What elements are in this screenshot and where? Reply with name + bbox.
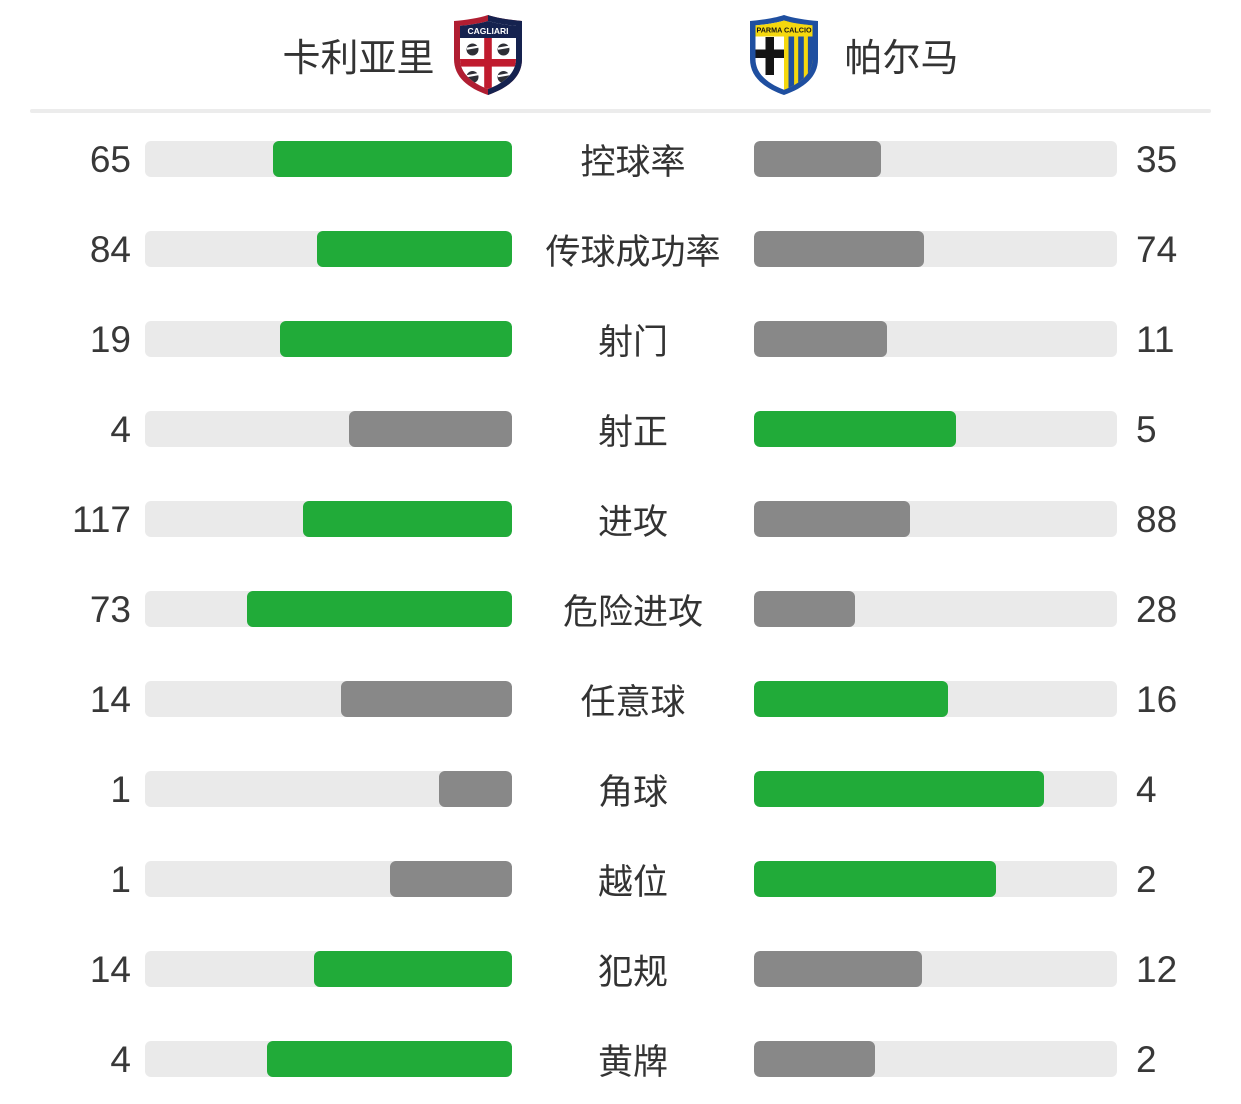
home-bar-track <box>145 501 512 537</box>
away-bar-track <box>754 1041 1117 1077</box>
stat-row: 73 危险进攻 28 <box>0 564 1241 654</box>
stat-row: 1 角球 4 <box>0 744 1241 834</box>
home-value: 73 <box>89 588 131 630</box>
away-bar-track <box>754 591 1117 627</box>
stat-label: 射正 <box>597 412 668 452</box>
home-value: 14 <box>89 948 131 990</box>
home-bar-fill <box>302 501 512 537</box>
away-team-name: 帕尔马 <box>844 38 959 80</box>
away-bar-fill <box>754 411 956 447</box>
stat-row: 1 越位 2 <box>0 834 1241 924</box>
away-bar-track <box>754 861 1117 897</box>
home-bar-fill <box>348 411 512 447</box>
home-bar-track <box>145 411 512 447</box>
away-bar-track <box>754 771 1117 807</box>
stat-label: 越位 <box>597 862 668 902</box>
home-bar-track <box>145 771 512 807</box>
away-bar-fill <box>754 591 855 627</box>
home-value: 19 <box>89 318 131 360</box>
away-bar-track <box>754 951 1117 987</box>
home-bar-track <box>145 1041 512 1077</box>
home-value: 1 <box>110 768 131 810</box>
home-bar-track <box>145 681 512 717</box>
header-divider <box>30 109 1211 113</box>
parma-crest-icon: PARMA CALCIO <box>749 14 818 95</box>
away-value: 12 <box>1136 948 1178 990</box>
home-bar-fill <box>340 681 512 717</box>
home-value: 117 <box>72 498 131 540</box>
away-bar-track <box>754 141 1117 177</box>
home-bar-track <box>145 951 512 987</box>
stat-label: 任意球 <box>580 682 686 722</box>
team-away: PARMA CALCIO 帕尔马 <box>747 13 959 97</box>
stat-label: 黄牌 <box>597 1042 668 1082</box>
home-bar-track <box>145 141 512 177</box>
away-value: 5 <box>1136 408 1157 450</box>
away-bar-fill <box>754 861 996 897</box>
home-value: 4 <box>110 408 131 450</box>
home-team-name: 卡利亚里 <box>282 38 435 80</box>
cagliari-crest-icon: CAGLIARI <box>453 14 522 95</box>
away-value: 74 <box>1136 228 1178 270</box>
home-value: 65 <box>89 138 131 180</box>
parma-crest-text: PARMA CALCIO <box>756 25 812 34</box>
team-home: 卡利亚里 CAGLIARI <box>282 13 524 97</box>
away-value: 28 <box>1136 588 1178 630</box>
stat-row: 4 射正 5 <box>0 384 1241 474</box>
away-value: 88 <box>1136 498 1178 540</box>
stat-label: 射门 <box>597 322 668 362</box>
away-bar-fill <box>754 1041 875 1077</box>
stat-label: 角球 <box>597 772 668 812</box>
stat-row: 4 黄牌 2 <box>0 1014 1241 1104</box>
away-bar-track <box>754 411 1117 447</box>
home-value: 4 <box>110 1038 131 1080</box>
stat-label: 进攻 <box>597 502 668 542</box>
home-bar-fill <box>279 321 512 357</box>
home-bar-fill <box>267 1041 512 1077</box>
away-bar-fill <box>754 771 1045 807</box>
stat-row: 14 任意球 16 <box>0 654 1241 744</box>
stat-label: 犯规 <box>597 952 668 992</box>
stat-row: 65 控球率 35 <box>0 114 1241 204</box>
stat-row: 84 传球成功率 74 <box>0 204 1241 294</box>
away-bar-fill <box>754 141 882 177</box>
stat-row: 14 犯规 12 <box>0 924 1241 1014</box>
away-bar-track <box>754 681 1117 717</box>
home-bar-fill <box>273 141 512 177</box>
away-bar-track <box>754 501 1117 537</box>
stats-list: 65 控球率 35 84 传球成功率 74 19 射门 11 4 射正 5 117 进攻 88 73 危险进攻 2… <box>0 113 1241 1104</box>
home-value: 14 <box>89 678 131 720</box>
away-bar-fill <box>754 951 922 987</box>
home-bar-track <box>145 591 512 627</box>
away-value: 35 <box>1136 138 1178 180</box>
stat-label: 传球成功率 <box>545 232 721 272</box>
stat-label: 危险进攻 <box>562 592 703 632</box>
home-bar-track <box>145 861 512 897</box>
away-bar-fill <box>754 231 925 267</box>
stat-row: 19 射门 11 <box>0 294 1241 384</box>
away-value: 4 <box>1136 768 1157 810</box>
home-bar-track <box>145 321 512 357</box>
away-value: 2 <box>1136 858 1157 900</box>
away-bar-track <box>754 321 1117 357</box>
home-bar-fill <box>438 771 512 807</box>
away-bar-fill <box>754 501 910 537</box>
stat-row: 117 进攻 88 <box>0 474 1241 564</box>
home-bar-fill <box>316 231 512 267</box>
home-bar-fill <box>314 951 512 987</box>
stat-label: 控球率 <box>580 142 686 182</box>
home-bar-fill <box>389 861 512 897</box>
home-value: 1 <box>110 858 131 900</box>
match-header: 卡利亚里 CAGLIARI <box>0 0 1241 109</box>
away-value: 2 <box>1136 1038 1157 1080</box>
home-bar-track <box>145 231 512 267</box>
away-bar-fill <box>754 321 888 357</box>
away-bar-track <box>754 231 1117 267</box>
away-value: 11 <box>1136 318 1175 360</box>
home-value: 84 <box>89 228 131 270</box>
away-bar-fill <box>754 681 948 717</box>
away-value: 16 <box>1136 678 1178 720</box>
cagliari-crest-text: CAGLIARI <box>467 26 508 36</box>
home-bar-fill <box>246 591 512 627</box>
